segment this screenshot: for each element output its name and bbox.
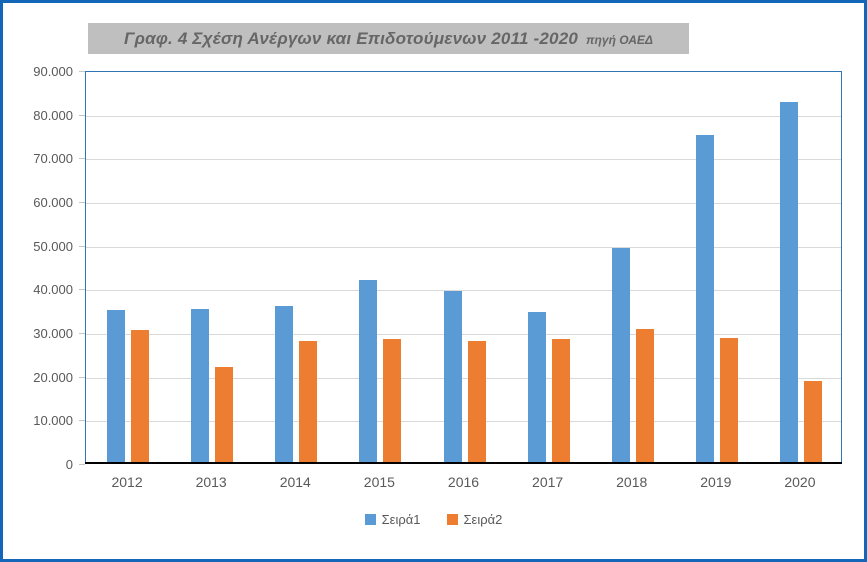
y-tick-label: 40.000 (33, 282, 73, 298)
gridline (86, 334, 841, 335)
y-tick-mark (79, 464, 85, 465)
y-tick-mark (79, 420, 85, 422)
y-tick-label: 60.000 (33, 195, 73, 210)
bar-series1-2012[interactable] (107, 310, 126, 463)
y-tick-label: 0 (65, 457, 73, 472)
x-tick-label: 2016 (447, 474, 480, 490)
legend-item-series2[interactable]: Σειρά2 (446, 511, 503, 527)
bar-series1-2016[interactable] (443, 290, 462, 463)
gridline (86, 290, 841, 292)
x-tick-label: 2013 (195, 474, 227, 490)
x-tick-label: 2019 (700, 474, 732, 490)
gridline (86, 377, 841, 379)
bar-series2-2017[interactable] (551, 338, 570, 463)
bar-series2-2013[interactable] (215, 366, 234, 463)
bar-series2-2012[interactable] (131, 329, 150, 463)
legend-swatch-icon (364, 513, 376, 525)
bar-series1-2018[interactable] (611, 248, 630, 463)
y-tick-mark (79, 376, 85, 378)
y-tick-label: 90.000 (33, 64, 73, 79)
y-tick-label: 10.000 (33, 413, 73, 429)
x-tick-label: 2017 (532, 474, 564, 490)
x-tick-label: 2018 (616, 474, 648, 490)
bar-series2-2014[interactable] (299, 341, 318, 463)
gridline (86, 159, 841, 161)
bar-series1-2014[interactable] (275, 305, 294, 463)
gridline (86, 203, 841, 204)
bar-series2-2018[interactable] (635, 329, 654, 463)
y-tick-mark (79, 114, 85, 116)
y-tick-label: 30.000 (33, 326, 73, 341)
x-tick-label: 2015 (363, 474, 395, 490)
x-axis[interactable]: 2012 2013 2014 2015 2016 2017 2018 2019 2020 (85, 470, 842, 494)
legend-label: Σειρά1 (381, 511, 421, 527)
legend-label: Σειρά2 (463, 511, 503, 527)
bar-series1-2013[interactable] (191, 309, 210, 463)
gridline (86, 421, 841, 423)
x-tick-label: 2014 (279, 474, 311, 490)
y-tick-label: 50.000 (33, 238, 73, 254)
y-tick-mark (79, 202, 85, 203)
chart-title[interactable]: Γραφ. 4 Σχέση Ανέργων και Επιδοτούμενων … (88, 23, 689, 54)
y-tick-mark (79, 289, 85, 291)
bar-series1-2020[interactable] (779, 101, 798, 463)
legend[interactable]: Σειρά1 Σειρά2 (3, 508, 864, 530)
legend-swatch-icon (446, 513, 458, 525)
y-tick-mark (79, 333, 85, 334)
y-tick-label: 20.000 (33, 369, 73, 385)
bar-series1-2015[interactable] (359, 279, 378, 463)
bar-series1-2019[interactable] (695, 134, 714, 463)
chart-title-suffix: πηγή ΟΑΕΔ (586, 33, 653, 47)
y-tick-mark (79, 71, 85, 72)
x-axis-line (85, 462, 842, 464)
bar-series2-2015[interactable] (383, 338, 402, 463)
legend-item-series1[interactable]: Σειρά1 (364, 511, 421, 527)
y-tick-label: 80.000 (33, 107, 73, 123)
y-axis[interactable]: 0 10.000 20.000 30.000 40.000 50.000 60.000 70.… (3, 64, 85, 472)
bar-series1-2017[interactable] (527, 312, 546, 463)
x-tick-label: 2020 (784, 474, 816, 490)
x-tick-label: 2012 (111, 474, 143, 490)
bar-series2-2020[interactable] (803, 381, 822, 463)
y-tick-mark (79, 158, 85, 160)
bar-series2-2016[interactable] (467, 341, 486, 463)
plot-area[interactable] (85, 71, 842, 464)
bar-series2-2019[interactable] (719, 337, 738, 463)
y-tick-mark (79, 245, 85, 247)
gridline (86, 246, 841, 248)
gridline (86, 115, 841, 117)
y-tick-label: 70.000 (33, 151, 73, 167)
chart-title-main: Γραφ. 4 Σχέση Ανέργων και Επιδοτούμενων … (124, 28, 579, 48)
